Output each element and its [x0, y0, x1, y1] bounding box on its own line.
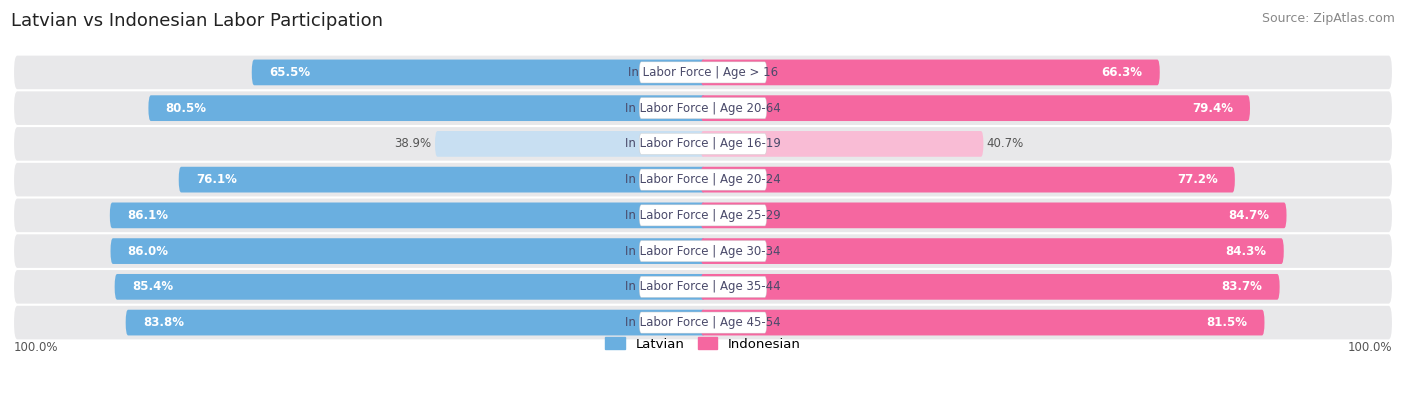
Text: 66.3%: 66.3%: [1101, 66, 1143, 79]
FancyBboxPatch shape: [700, 274, 1279, 300]
FancyBboxPatch shape: [640, 205, 766, 226]
FancyBboxPatch shape: [700, 310, 1264, 335]
Text: 79.4%: 79.4%: [1192, 102, 1233, 115]
FancyBboxPatch shape: [700, 238, 1284, 264]
FancyBboxPatch shape: [640, 62, 766, 83]
FancyBboxPatch shape: [640, 169, 766, 190]
Text: In Labor Force | Age 16-19: In Labor Force | Age 16-19: [626, 137, 780, 150]
FancyBboxPatch shape: [125, 310, 706, 335]
Text: 100.0%: 100.0%: [1347, 341, 1392, 354]
FancyBboxPatch shape: [14, 56, 1392, 89]
Text: 80.5%: 80.5%: [166, 102, 207, 115]
FancyBboxPatch shape: [700, 60, 1160, 85]
Text: 38.9%: 38.9%: [395, 137, 432, 150]
Text: 86.0%: 86.0%: [128, 245, 169, 258]
FancyBboxPatch shape: [14, 127, 1392, 161]
Text: 84.3%: 84.3%: [1226, 245, 1267, 258]
FancyBboxPatch shape: [14, 234, 1392, 268]
FancyBboxPatch shape: [640, 312, 766, 333]
FancyBboxPatch shape: [700, 95, 1250, 121]
Text: 65.5%: 65.5%: [269, 66, 311, 79]
Text: 100.0%: 100.0%: [14, 341, 59, 354]
FancyBboxPatch shape: [700, 203, 1286, 228]
FancyBboxPatch shape: [14, 306, 1392, 339]
Text: Source: ZipAtlas.com: Source: ZipAtlas.com: [1261, 12, 1395, 25]
Text: Latvian vs Indonesian Labor Participation: Latvian vs Indonesian Labor Participatio…: [11, 12, 384, 30]
FancyBboxPatch shape: [14, 91, 1392, 125]
Text: 81.5%: 81.5%: [1206, 316, 1247, 329]
Text: In Labor Force | Age 20-64: In Labor Force | Age 20-64: [626, 102, 780, 115]
FancyBboxPatch shape: [14, 163, 1392, 196]
Text: 40.7%: 40.7%: [987, 137, 1024, 150]
Text: In Labor Force | Age 20-24: In Labor Force | Age 20-24: [626, 173, 780, 186]
FancyBboxPatch shape: [700, 167, 1234, 192]
FancyBboxPatch shape: [640, 98, 766, 119]
Text: 77.2%: 77.2%: [1177, 173, 1218, 186]
Text: In Labor Force | Age 25-29: In Labor Force | Age 25-29: [626, 209, 780, 222]
FancyBboxPatch shape: [640, 134, 766, 154]
Text: In Labor Force | Age 45-54: In Labor Force | Age 45-54: [626, 316, 780, 329]
FancyBboxPatch shape: [14, 270, 1392, 304]
Text: In Labor Force | Age > 16: In Labor Force | Age > 16: [628, 66, 778, 79]
Text: In Labor Force | Age 30-34: In Labor Force | Age 30-34: [626, 245, 780, 258]
FancyBboxPatch shape: [640, 276, 766, 297]
Text: 83.8%: 83.8%: [143, 316, 184, 329]
FancyBboxPatch shape: [115, 274, 706, 300]
Legend: Latvian, Indonesian: Latvian, Indonesian: [600, 332, 806, 356]
Text: 83.7%: 83.7%: [1222, 280, 1263, 293]
Text: 86.1%: 86.1%: [127, 209, 169, 222]
FancyBboxPatch shape: [252, 60, 706, 85]
Text: 84.7%: 84.7%: [1229, 209, 1270, 222]
FancyBboxPatch shape: [640, 241, 766, 261]
FancyBboxPatch shape: [110, 203, 706, 228]
FancyBboxPatch shape: [111, 238, 706, 264]
FancyBboxPatch shape: [434, 131, 706, 157]
FancyBboxPatch shape: [179, 167, 706, 192]
FancyBboxPatch shape: [14, 199, 1392, 232]
Text: 85.4%: 85.4%: [132, 280, 173, 293]
FancyBboxPatch shape: [149, 95, 706, 121]
Text: 76.1%: 76.1%: [195, 173, 236, 186]
FancyBboxPatch shape: [700, 131, 983, 157]
Text: In Labor Force | Age 35-44: In Labor Force | Age 35-44: [626, 280, 780, 293]
